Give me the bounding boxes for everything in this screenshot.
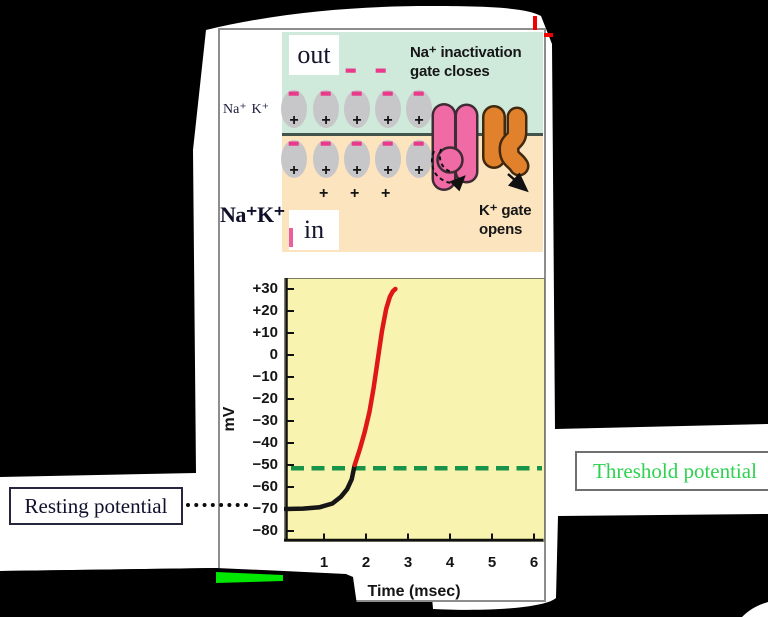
plus-sign: + bbox=[414, 162, 424, 179]
minus-sign: − bbox=[288, 75, 300, 117]
na-ion-label: Na⁺ bbox=[223, 102, 247, 117]
minus-sign: − bbox=[344, 52, 357, 94]
x-axis-title: Time (msec) bbox=[367, 583, 461, 600]
na-inactivation-label: Na⁺ inactivation gate closes bbox=[410, 44, 522, 80]
ion-pair: − + bbox=[313, 127, 339, 179]
plus-sign: + bbox=[321, 162, 331, 179]
y-tick-label: −70 bbox=[252, 500, 278, 517]
plus-sign: + bbox=[319, 185, 329, 202]
plus-sign: + bbox=[289, 162, 299, 179]
graph-labels: mV Time (msec) +30 +20 +10 0 −10 −20 −30 −40 −50… bbox=[220, 30, 548, 604]
ion-pair: − + bbox=[281, 127, 307, 179]
y-tick-label: −10 bbox=[252, 368, 278, 385]
ion-pair: − + bbox=[344, 77, 370, 129]
membrane-potential-curve bbox=[352, 286, 398, 468]
y-tick-label: −40 bbox=[252, 434, 278, 451]
y-tick-label: 0 bbox=[269, 346, 278, 363]
plus-sign: + bbox=[383, 162, 393, 179]
threshold-potential-callout: Threshold potential bbox=[575, 451, 768, 491]
out-label-box: out bbox=[289, 35, 339, 75]
plus-sign: + bbox=[321, 112, 331, 129]
y-tick-label: −20 bbox=[252, 390, 278, 407]
x-tick-label: 3 bbox=[403, 554, 413, 571]
plus-sign: + bbox=[289, 112, 299, 129]
minus-sign: − bbox=[374, 52, 387, 94]
x-tick-label: 6 bbox=[529, 554, 539, 571]
y-tick-label: +10 bbox=[252, 324, 278, 341]
plus-sign: + bbox=[352, 162, 362, 179]
ion-pair: − + bbox=[344, 127, 370, 179]
minus-sign: − bbox=[382, 125, 394, 167]
y-tick-label: +30 bbox=[252, 280, 278, 297]
plus-sign: + bbox=[383, 112, 393, 129]
out-label: out bbox=[297, 40, 331, 69]
plus-sign: + bbox=[350, 185, 360, 202]
minus-sign: − bbox=[288, 125, 300, 167]
minus-sign: − bbox=[320, 125, 332, 167]
plot-area bbox=[284, 278, 545, 542]
membrane-potential-curve bbox=[284, 462, 357, 512]
resting-dotted-pointer bbox=[186, 503, 248, 507]
x-tick-label: 1 bbox=[319, 554, 329, 571]
ion-pair: − + bbox=[313, 77, 339, 129]
action-potential-plot bbox=[284, 278, 544, 542]
in-label-box: in bbox=[289, 210, 339, 250]
minus-sign: − bbox=[413, 125, 425, 167]
x-tick-label: 5 bbox=[487, 554, 497, 571]
ion-pair: − + bbox=[375, 77, 401, 129]
minus-sign: − bbox=[382, 75, 394, 117]
figure-panel: −+−+−+−+−+−+−+−+−+−+−−−+++ bbox=[218, 28, 546, 602]
k-channel-icon bbox=[482, 105, 530, 177]
ion-pair: − + bbox=[375, 127, 401, 179]
ion-legend: Na⁺ K⁺ bbox=[223, 101, 269, 118]
y-tick-label: −80 bbox=[252, 522, 278, 539]
y-tick-label: −30 bbox=[252, 412, 278, 429]
channel-proteins bbox=[430, 103, 530, 193]
plus-sign: + bbox=[414, 112, 424, 129]
membrane-line bbox=[282, 133, 543, 136]
x-tick-label: 2 bbox=[361, 554, 371, 571]
minus-sign: − bbox=[320, 75, 332, 117]
minus-sign: − bbox=[351, 75, 363, 117]
threshold-potential-label: Threshold potential bbox=[593, 459, 757, 483]
pink-tick-mark bbox=[289, 228, 293, 247]
resting-potential-callout: Resting potential bbox=[9, 487, 183, 525]
k-flow-arrow-icon bbox=[507, 172, 529, 193]
in-label: in bbox=[303, 215, 325, 244]
ion-pair: − + bbox=[281, 77, 307, 129]
rotation-arrow-icon bbox=[430, 148, 466, 192]
resting-potential-label: Resting potential bbox=[24, 494, 168, 518]
minus-sign: − bbox=[351, 125, 363, 167]
white-corner-sliver bbox=[742, 602, 768, 617]
x-tick-label: 4 bbox=[445, 554, 455, 571]
plus-sign: + bbox=[381, 185, 391, 202]
ion-pair: − + bbox=[406, 127, 432, 179]
plus-sign: + bbox=[352, 112, 362, 129]
y-tick-label: −60 bbox=[252, 478, 278, 495]
k-gate-label: K⁺ gate opens bbox=[479, 202, 532, 238]
na-k-pump-label: Na⁺K⁺ bbox=[220, 202, 285, 227]
y-tick-label: −50 bbox=[252, 456, 278, 473]
ion-layer: −+−+−+−+−+−+−+−+−+−+−−−+++ bbox=[220, 30, 548, 270]
y-tick-label: +20 bbox=[252, 302, 278, 319]
minus-sign: − bbox=[413, 75, 425, 117]
k-ion-label: K⁺ bbox=[251, 102, 270, 117]
ion-pair: − + bbox=[406, 77, 432, 129]
